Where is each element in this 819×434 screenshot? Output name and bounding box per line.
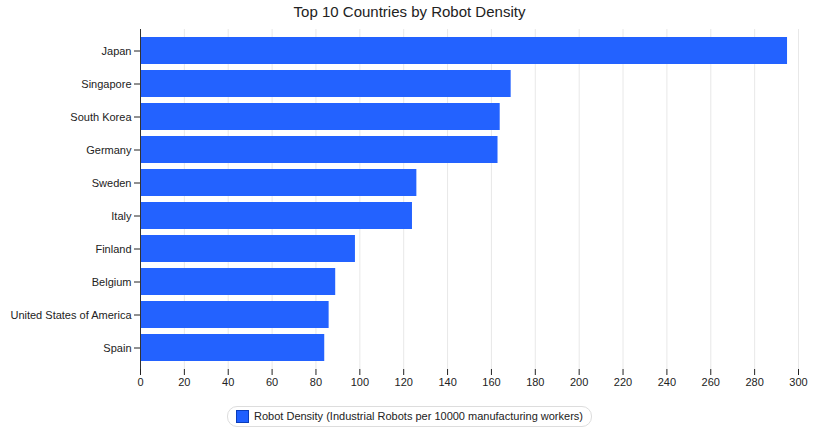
svg-text:120: 120	[395, 376, 413, 388]
svg-text:240: 240	[658, 376, 676, 388]
svg-text:160: 160	[482, 376, 500, 388]
svg-text:Finland: Finland	[95, 243, 131, 255]
svg-text:220: 220	[614, 376, 632, 388]
svg-text:Germany: Germany	[86, 144, 132, 156]
svg-text:Japan: Japan	[102, 45, 132, 57]
svg-text:Spain: Spain	[103, 342, 131, 354]
svg-text:280: 280	[745, 376, 763, 388]
svg-text:180: 180	[526, 376, 544, 388]
svg-text:0: 0	[137, 376, 143, 388]
html-text:Top 10 Countries by Robot Dens: Top 10 Countries by Robot Density	[293, 3, 526, 20]
svg-text:Sweden: Sweden	[92, 177, 132, 189]
svg-text:United States of America: United States of America	[10, 309, 132, 321]
svg-text:80: 80	[310, 376, 322, 388]
html-text:Robot Density (Industrial Robo: Robot Density (Industrial Robots per 100…	[254, 410, 583, 422]
svg-text:200: 200	[570, 376, 588, 388]
svg-text:40: 40	[222, 376, 234, 388]
svg-text:60: 60	[266, 376, 278, 388]
svg-text:140: 140	[438, 376, 456, 388]
svg-text:Belgium: Belgium	[92, 276, 132, 288]
svg-text:300: 300	[789, 376, 807, 388]
svg-text:260: 260	[702, 376, 720, 388]
svg-text:Singapore: Singapore	[81, 78, 131, 90]
svg-text:South Korea: South Korea	[70, 111, 132, 123]
svg-text:Italy: Italy	[111, 210, 132, 222]
svg-text:100: 100	[351, 376, 369, 388]
svg-text:20: 20	[178, 376, 190, 388]
